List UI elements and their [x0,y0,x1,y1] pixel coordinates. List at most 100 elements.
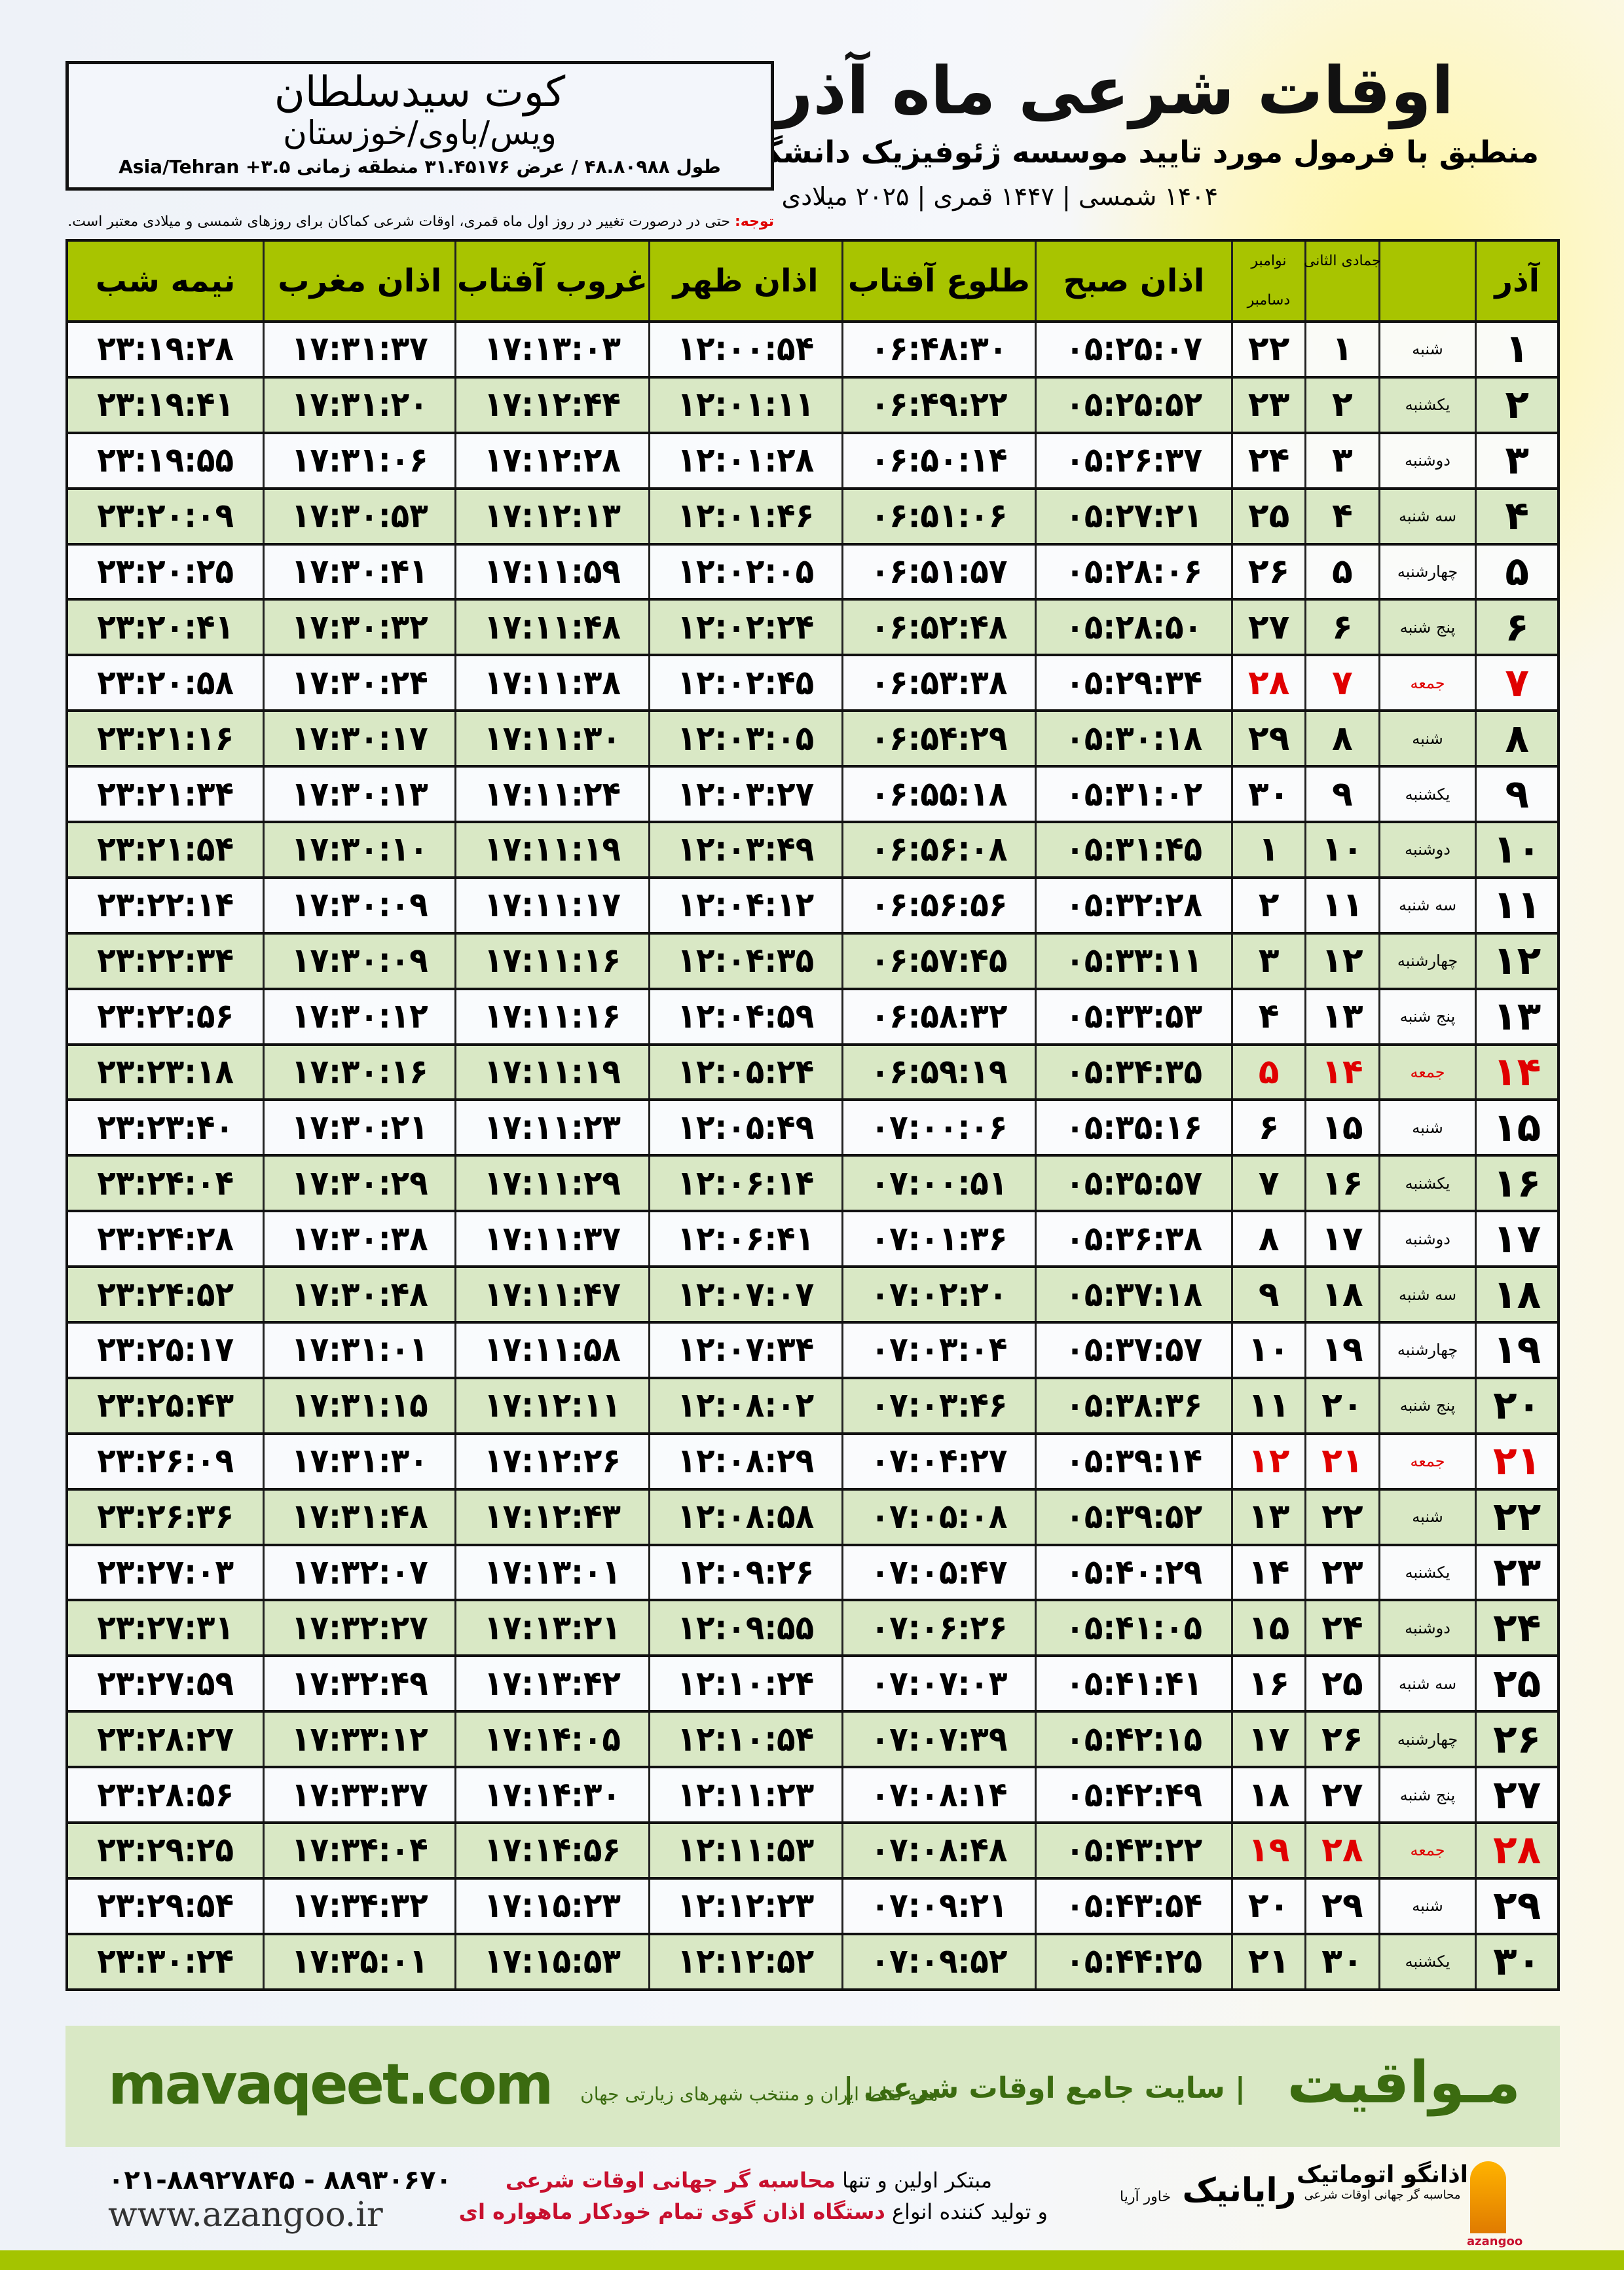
cell-azar-day: ۹ [1475,768,1557,821]
cell-weekday: یکشنبه [1378,1157,1475,1210]
cell-azar-day: ۱۴ [1475,1045,1557,1099]
cell-nimeh: ۲۳:۲۰:۵۸ [97,663,234,703]
cell-nimeh: ۲۳:۲۵:۱۷ [97,1330,234,1370]
table-body: ۱ شنبه ۱ ۲۲ ۰۵:۲۵:۰۷ ۰۶:۴۸:۳۰ ۱۲:۰۰:۵۴ ۱۷:۱۳:۰۳… [68,320,1557,1988]
cell-maghrib: ۱۷:۳۴:۳۲ [263,1879,454,1933]
cell-maghrib: ۱۷:۳۰:۱۰ [263,823,454,876]
cell-zohr: ۱۲:۰۵:۲۴ [648,1045,841,1099]
table-row: ۲ یکشنبه ۲ ۲۳ ۰۵:۲۵:۵۲ ۰۶:۴۹:۲۲ ۱۲:۰۱:۱۱ ۱۷:۱۲:… [68,375,1557,432]
cell-gregorian-day: ۲۳ [1231,378,1304,432]
cell-tolu: ۰۶:۵۱:۵۷ [841,545,1035,599]
cell-tolu: ۰۷:۰۰:۰۶ [841,1101,1035,1155]
cell-weekday: شنبه [1378,712,1475,766]
table-row: ۲۹ شنبه ۲۹ ۲۰ ۰۵:۴۳:۵۴ ۰۷:۰۹:۲۱ ۱۲:۱۲:۲۳ ۱۷:۱۵:… [68,1876,1557,1933]
cell-weekday: چهارشنبه [1378,1324,1475,1377]
phone: ۰۲۱-۸۸۹۲۷۸۴۵ - ۸۸۹۳۰۶۷۰ [108,2165,452,2195]
page-title: اوقات شرعی ماه آذر [775,52,1454,129]
note-text: حتی در درصورت تغییر در روز اول ماه قمری،… [67,214,735,230]
cell-gregorian-day: ۶ [1231,1101,1304,1155]
cell-ghorub: ۱۷:۱۱:۱۷ [454,878,648,932]
cell-ghorub: ۱۷:۱۳:۲۱ [454,1601,648,1655]
cell-sobh: ۰۵:۳۳:۵۳ [1035,990,1231,1043]
cell-hijri-day: ۷ [1304,656,1378,710]
cell-sobh: ۰۵:۲۷:۲۱ [1035,489,1231,543]
cell-hijri-day: ۲۳ [1304,1546,1378,1599]
cell-sobh: ۰۵:۲۹:۳۴ [1035,656,1231,710]
cell-gregorian-day: ۲۵ [1231,489,1304,543]
cell-maghrib: ۱۷:۳۰:۴۱ [263,545,454,599]
cell-ghorub: ۱۷:۱۱:۱۶ [454,990,648,1043]
cell-sobh: ۰۵:۴۲:۱۵ [1035,1713,1231,1766]
cell-azar-day: ۱۸ [1475,1268,1557,1322]
web-link[interactable]: www.azangoo.ir [108,2195,383,2235]
cell-nimeh: ۲۳:۲۸:۵۶ [97,1775,234,1815]
cell-zohr: ۱۲:۰۸:۵۸ [648,1490,841,1544]
cell-nimeh: ۲۳:۲۲:۵۶ [97,997,234,1037]
cell-weekday: یکشنبه [1378,378,1475,432]
table-row: ۶ پنج شنبه ۶ ۲۷ ۰۵:۲۸:۵۰ ۰۶:۵۲:۴۸ ۱۲:۰۲:۲۴ ۱۷:۱… [68,598,1557,654]
col-ghorub: غروب آفتاب [454,242,648,320]
cell-weekday: دوشنبه [1378,823,1475,876]
cell-nimeh: ۲۳:۲۰:۴۱ [97,607,234,647]
table-row: ۲۳ یکشنبه ۲۳ ۱۴ ۰۵:۴۰:۲۹ ۰۷:۰۵:۴۷ ۱۲:۰۹:۲۶ ۱۷:۱… [68,1543,1557,1599]
cell-azar-day: ۱۳ [1475,990,1557,1043]
subtitle: منطبق با فرمول مورد تایید موسسه ژئوفیزیک… [639,134,1539,170]
table-row: ۲۴ دوشنبه ۲۴ ۱۵ ۰۵:۴۱:۰۵ ۰۷:۰۶:۲۶ ۱۲:۰۹:۵۵ ۱۷:۱… [68,1599,1557,1655]
cell-nimeh: ۲۳:۲۷:۰۳ [97,1553,234,1593]
cell-azar-day: ۳۰ [1475,1935,1557,1988]
cell-maghrib: ۱۷:۳۰:۱۶ [263,1045,454,1099]
cell-tolu: ۰۷:۰۶:۲۶ [841,1601,1035,1655]
cell-hijri-day: ۲۶ [1304,1713,1378,1766]
cell-weekday: چهارشنبه [1378,1713,1475,1766]
table-row: ۲۶ چهارشنبه ۲۶ ۱۷ ۰۵:۴۲:۱۵ ۰۷:۰۷:۳۹ ۱۲:۱۰:۵۴ ۱۷… [68,1710,1557,1766]
table-row: ۱۱ سه شنبه ۱۱ ۲ ۰۵:۳۲:۲۸ ۰۶:۵۶:۵۶ ۱۲:۰۴:۱۲ ۱۷:۱… [68,876,1557,932]
cell-sobh: ۰۵:۲۵:۵۲ [1035,378,1231,432]
cell-hijri-day: ۳۰ [1304,1935,1378,1988]
cell-ghorub: ۱۷:۱۲:۱۱ [454,1379,648,1432]
table-row: ۲۵ سه شنبه ۲۵ ۱۶ ۰۵:۴۱:۴۱ ۰۷:۰۷:۰۳ ۱۲:۱۰:۲۴ ۱۷:… [68,1654,1557,1711]
cell-weekday: پنج شنبه [1378,601,1475,654]
cell-azar-day: ۱۶ [1475,1157,1557,1210]
cell-tolu: ۰۷:۰۹:۵۲ [841,1935,1035,1988]
site-link[interactable]: mavaqeet.com [108,2052,553,2117]
cell-sobh: ۰۵:۳۱:۴۵ [1035,823,1231,876]
cell-gregorian-day: ۱۰ [1231,1324,1304,1377]
cell-tolu: ۰۶:۵۹:۱۹ [841,1045,1035,1099]
cell-azar-day: ۵ [1475,545,1557,599]
cell-sobh: ۰۵:۳۶:۳۸ [1035,1212,1231,1266]
cell-gregorian-day: ۲۶ [1231,545,1304,599]
cell-sobh: ۰۵:۳۲:۲۸ [1035,878,1231,932]
cell-gregorian-day: ۲۴ [1231,434,1304,487]
table-row: ۱۴ جمعه ۱۴ ۵ ۰۵:۳۴:۳۵ ۰۶:۵۹:۱۹ ۱۲:۰۵:۲۴ ۱۷:۱۱:۱… [68,1043,1557,1099]
cell-azar-day: ۷ [1475,656,1557,710]
cell-ghorub: ۱۷:۱۱:۲۹ [454,1157,648,1210]
cell-weekday: سه شنبه [1378,1657,1475,1711]
cell-hijri-day: ۳ [1304,434,1378,487]
cell-sobh: ۰۵:۴۳:۵۴ [1035,1879,1231,1933]
tagline: | سایت جامع اوقات شرعی | [843,2072,1246,2105]
cell-nimeh: ۲۳:۲۱:۵۴ [97,830,234,870]
cell-gregorian-day: ۱۲ [1231,1434,1304,1488]
cell-zohr: ۱۲:۰۲:۴۵ [648,656,841,710]
cell-nimeh: ۲۳:۱۹:۵۵ [97,441,234,481]
cell-sobh: ۰۵:۴۳:۲۲ [1035,1824,1231,1877]
cell-hijri-day: ۲۲ [1304,1490,1378,1544]
cell-weekday: سه شنبه [1378,878,1475,932]
cell-azar-day: ۶ [1475,601,1557,654]
cell-ghorub: ۱۷:۱۱:۱۹ [454,823,648,876]
cell-hijri-day: ۲۰ [1304,1379,1378,1432]
cell-zohr: ۱۲:۰۶:۱۴ [648,1157,841,1210]
cell-sobh: ۰۵:۲۸:۰۶ [1035,545,1231,599]
mavaqeet-banner: مـواقیت | سایت جامع اوقات شرعی | همه نقا… [65,2026,1560,2147]
cell-tolu: ۰۶:۴۹:۲۲ [841,378,1035,432]
cell-zohr: ۱۲:۰۷:۰۷ [648,1268,841,1322]
cell-nimeh: ۲۳:۲۰:۲۵ [97,552,234,591]
col-maghrib: اذان مغرب [263,242,454,320]
cell-azar-day: ۲۲ [1475,1490,1557,1544]
cell-sobh: ۰۵:۴۰:۲۹ [1035,1546,1231,1599]
cell-weekday: سه شنبه [1378,1268,1475,1322]
cell-weekday: یکشنبه [1378,1546,1475,1599]
cell-azar-day: ۴ [1475,489,1557,543]
cell-maghrib: ۱۷:۳۰:۲۴ [263,656,454,710]
col-greg-top: نوامبر [1251,253,1287,269]
